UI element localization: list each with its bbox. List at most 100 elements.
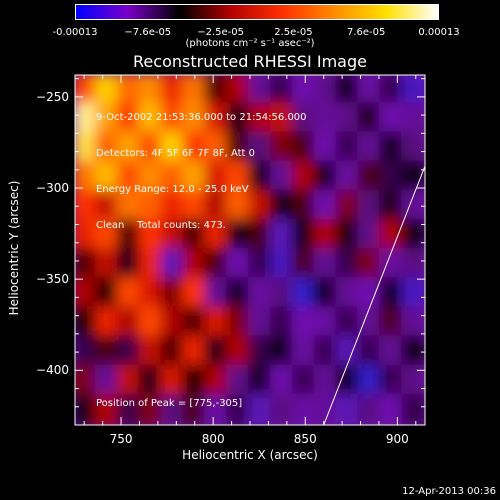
heatmap-cell — [248, 306, 274, 340]
chart-title: Reconstructed RHESSI Image — [133, 52, 367, 71]
heatmap-cell — [94, 277, 121, 311]
heatmap-cell — [160, 306, 187, 340]
colorbar-tick-label: −2.5e-05 — [197, 27, 244, 38]
annotation-peak: Position of Peak = [775,-305] — [96, 398, 243, 409]
heatmap-cell — [138, 131, 165, 165]
heatmap-cell — [401, 75, 425, 107]
heatmap-cell — [204, 393, 231, 425]
heatmap-cell — [313, 306, 340, 340]
heatmap-cell — [226, 189, 252, 223]
heatmap-cell — [94, 218, 121, 252]
heatmap-cell — [204, 160, 231, 194]
heatmap-cell — [138, 306, 165, 340]
heatmap-cell — [379, 218, 406, 252]
heatmap-cell — [204, 218, 231, 252]
heatmap-cell — [226, 75, 252, 107]
heatmap-cells — [75, 75, 425, 425]
heatmap-cell — [94, 393, 121, 425]
heatmap-cell — [204, 102, 231, 136]
heatmap-cell — [75, 102, 99, 136]
heatmap-cell — [160, 189, 187, 223]
heatmap-cell — [116, 306, 143, 340]
heatmap-cell — [313, 364, 340, 398]
limb-line — [323, 165, 425, 425]
heatmap-cell — [291, 277, 318, 311]
heatmap-cell — [116, 364, 143, 398]
heatmap-cell — [116, 248, 143, 282]
heatmap-cell — [75, 306, 99, 340]
heatmap-cell — [335, 218, 362, 252]
heatmap-cell — [401, 335, 425, 369]
heatmap-cell — [138, 102, 165, 136]
heatmap-cell — [291, 218, 318, 252]
heatmap-cell — [291, 335, 318, 369]
heatmap-cell — [160, 160, 187, 194]
heatmap-cell — [379, 335, 406, 369]
heatmap-cell — [269, 364, 296, 398]
y-tick-label: −250 — [36, 89, 69, 104]
heatmap-cell — [226, 393, 252, 425]
heatmap-cell — [182, 248, 209, 282]
heatmap-cell — [182, 75, 209, 107]
heatmap-cell — [182, 189, 209, 223]
heatmap-cell — [94, 131, 121, 165]
colorbar-units: (photons cm⁻² s⁻¹ asec⁻²) — [185, 38, 315, 49]
colorbar-tick-label: 7.6e-05 — [346, 27, 386, 38]
heatmap-cell — [357, 75, 384, 107]
heatmap-cell — [269, 218, 296, 252]
heatmap-cell — [357, 335, 384, 369]
heatmap-cell — [248, 75, 274, 107]
heatmap-cell — [94, 102, 121, 136]
colorbar-tick-label: 0.00013 — [418, 27, 460, 38]
heatmap-cell — [379, 364, 406, 398]
heatmap-cell — [335, 393, 362, 425]
heatmap-cell — [226, 160, 252, 194]
heatmap-cell — [138, 189, 165, 223]
heatmap-cell — [269, 335, 296, 369]
heatmap-cell — [160, 102, 187, 136]
heatmap-cell — [357, 102, 384, 136]
heatmap-cell — [357, 131, 384, 165]
heatmap-cell — [182, 277, 209, 311]
timestamp-footer: 12-Apr-2013 00:36 — [402, 486, 496, 497]
heatmap-cell — [94, 248, 121, 282]
heatmap-cell — [75, 131, 99, 165]
heatmap-cell — [357, 160, 384, 194]
heatmap-cell — [182, 160, 209, 194]
heatmap-cell — [226, 102, 252, 136]
x-tick-label: 800 — [201, 432, 225, 446]
heatmap-cell — [313, 393, 340, 425]
heatmap-cell — [116, 277, 143, 311]
heatmap-cell — [401, 131, 425, 165]
heatmap-cell — [313, 218, 340, 252]
heatmap-cell — [269, 75, 296, 107]
heatmap-cell — [160, 364, 187, 398]
heatmap-cell — [116, 131, 143, 165]
colorbar-tick-label: 2.5e-05 — [274, 27, 313, 38]
x-tick-label: 850 — [293, 432, 317, 446]
heatmap-cell — [116, 189, 143, 223]
heatmap-cell — [291, 75, 318, 107]
heatmap-cell — [335, 306, 362, 340]
heatmap-cell — [401, 277, 425, 311]
heatmap-cell — [182, 102, 209, 136]
annotation-date-range: 9-Oct-2002 21:53:36.000 to 21:54:56.000 — [96, 112, 307, 123]
heatmap-cell — [182, 335, 209, 369]
heatmap-cell — [75, 160, 99, 194]
heatmap-cell — [379, 189, 406, 223]
heatmap-cell — [248, 364, 274, 398]
heatmap-cell — [401, 102, 425, 136]
heatmap-cell — [248, 393, 274, 425]
heatmap-cell — [269, 189, 296, 223]
heatmap-cell — [379, 248, 406, 282]
x-tick-label: 900 — [385, 432, 409, 446]
heatmap-cell — [335, 131, 362, 165]
heatmap-cell — [226, 131, 252, 165]
heatmap-cell — [94, 189, 121, 223]
heatmap-cell — [226, 277, 252, 311]
heatmap-cell — [75, 277, 99, 311]
heatmap-cell — [160, 393, 187, 425]
heatmap-cell — [291, 131, 318, 165]
heatmap-cell — [291, 102, 318, 136]
heatmap-cell — [75, 218, 99, 252]
